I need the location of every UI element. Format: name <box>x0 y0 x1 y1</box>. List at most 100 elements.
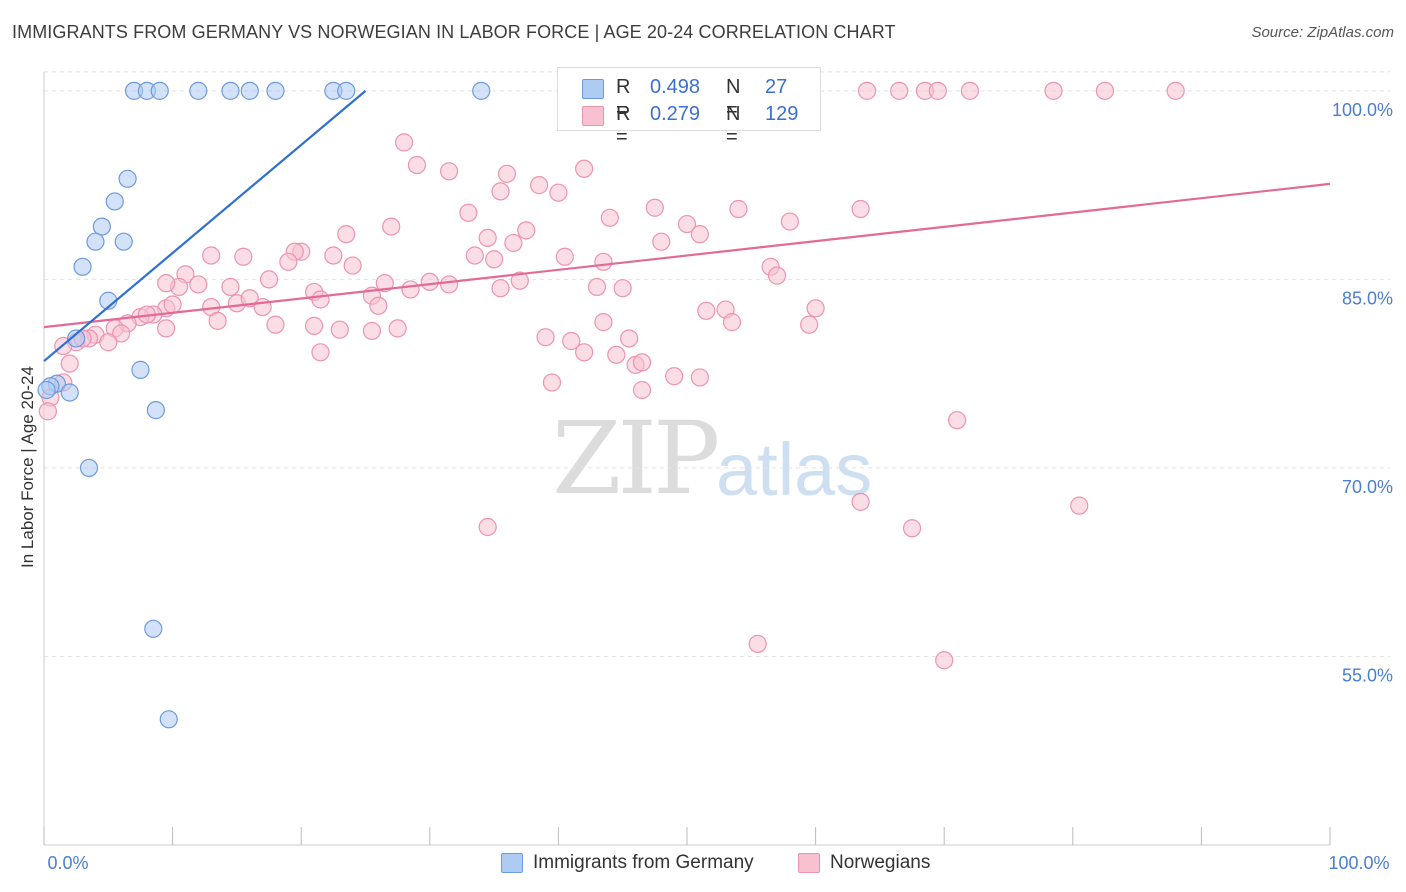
point-germany <box>159 710 178 729</box>
point-norwegians <box>555 247 574 266</box>
point-norwegians <box>375 274 394 293</box>
point-norwegians <box>928 81 947 100</box>
y-tick-label: 85.0% <box>1342 288 1393 308</box>
point-norwegians <box>112 324 131 343</box>
point-norwegians <box>157 274 176 293</box>
point-norwegians <box>1166 81 1185 100</box>
point-norwegians <box>478 517 497 537</box>
x-tick-label-min: 0.0% <box>47 853 88 873</box>
point-germany <box>86 232 105 251</box>
y-tick-label: 100.0% <box>1332 100 1393 120</box>
point-norwegians <box>697 301 716 320</box>
point-germany <box>337 81 356 100</box>
point-norwegians <box>504 233 523 253</box>
point-germany <box>189 81 208 100</box>
point-norwegians <box>330 320 349 339</box>
point-norwegians <box>311 290 330 309</box>
source-credit: Source: ZipAtlas.com <box>1251 24 1394 41</box>
point-norwegians <box>439 275 459 294</box>
point-norwegians <box>890 81 909 100</box>
point-norwegians <box>337 225 356 244</box>
tick-label-layer: 55.0% 70.0% 85.0% 100.0% 0.0% 100.0% <box>47 100 1393 873</box>
point-norwegians <box>234 247 253 266</box>
point-norwegians <box>594 313 613 332</box>
trend-layer <box>43 90 1331 362</box>
point-germany <box>146 401 165 420</box>
point-norwegians <box>208 311 227 330</box>
point-norwegians <box>491 279 510 298</box>
point-norwegians <box>99 333 118 352</box>
trendline-norwegians <box>43 182 1331 329</box>
point-norwegians <box>542 373 562 392</box>
point-norwegians <box>394 133 414 152</box>
point-germany <box>92 217 111 236</box>
point-norwegians <box>851 199 870 219</box>
point-norwegians <box>407 155 427 175</box>
point-norwegians <box>947 411 967 430</box>
point-norwegians <box>645 198 664 217</box>
point-norwegians <box>311 343 330 362</box>
y-tick-label: 70.0% <box>1342 477 1393 497</box>
legend-n-value: 27 <box>765 76 788 98</box>
point-germany <box>240 81 259 100</box>
point-norwegians <box>632 353 652 372</box>
point-norwegians <box>491 182 510 201</box>
point-norwegians <box>620 329 639 348</box>
point-norwegians <box>549 183 568 202</box>
point-germany <box>114 232 133 251</box>
legend-n-value: 129 <box>765 103 799 125</box>
point-norwegians <box>1095 81 1115 100</box>
legend-r-value: 0.279 <box>650 103 701 125</box>
point-norwegians <box>677 214 697 234</box>
point-norwegians <box>163 295 182 314</box>
point-norwegians <box>388 319 407 338</box>
bottom-legend-label-norwegians: Norwegians <box>830 852 931 873</box>
legend-n-label: N = <box>726 76 741 121</box>
point-norwegians <box>485 250 504 269</box>
legend-swatch-norwegians <box>582 106 604 126</box>
point-germany <box>472 81 491 100</box>
point-norwegians <box>857 81 877 100</box>
point-norwegians <box>38 402 57 421</box>
point-norwegians <box>1070 496 1089 515</box>
point-norwegians <box>157 319 176 338</box>
point-norwegians <box>304 316 324 335</box>
point-norwegians <box>562 331 581 351</box>
points-layer <box>37 81 1185 729</box>
point-norwegians <box>362 321 382 341</box>
point-germany <box>150 81 169 100</box>
bottom-legend-swatch-germany <box>501 853 523 873</box>
point-norwegians <box>665 367 684 386</box>
x-tick-label-max: 100.0% <box>1328 853 1389 873</box>
point-norwegians <box>324 246 343 265</box>
legend-r-label: R = <box>616 76 631 121</box>
point-norwegians <box>690 368 709 387</box>
point-norwegians <box>266 315 285 334</box>
point-norwegians <box>575 343 594 362</box>
legend-swatch-germany <box>582 79 604 99</box>
legend-n-label: N = <box>726 103 741 148</box>
point-germany <box>144 619 163 638</box>
point-norwegians <box>189 275 208 294</box>
y-axis-label: In Labor Force | Age 20-24 <box>18 366 37 568</box>
point-germany <box>79 458 99 478</box>
point-germany <box>131 360 150 379</box>
stats-legend: R = 0.498 N = 27 R = 0.279 N = 129 <box>557 67 821 148</box>
point-norwegians <box>497 164 517 183</box>
point-norwegians <box>722 313 742 332</box>
trendline-germany <box>43 90 367 362</box>
point-norwegians <box>960 81 980 100</box>
point-norwegians <box>465 246 484 265</box>
watermark-zip: ZIP <box>552 400 720 517</box>
point-germany <box>266 81 285 100</box>
point-norwegians <box>202 246 221 265</box>
point-norwegians <box>902 519 922 538</box>
point-norwegians <box>240 289 259 308</box>
chart-title: IMMIGRANTS FROM GERMANY VS NORWEGIAN IN … <box>12 22 896 42</box>
bottom-legend-label-germany: Immigrants from Germany <box>533 852 754 873</box>
point-norwegians <box>632 380 652 400</box>
point-norwegians <box>806 299 825 318</box>
point-norwegians <box>517 221 536 240</box>
point-norwegians <box>652 232 671 251</box>
point-norwegians <box>382 217 401 236</box>
